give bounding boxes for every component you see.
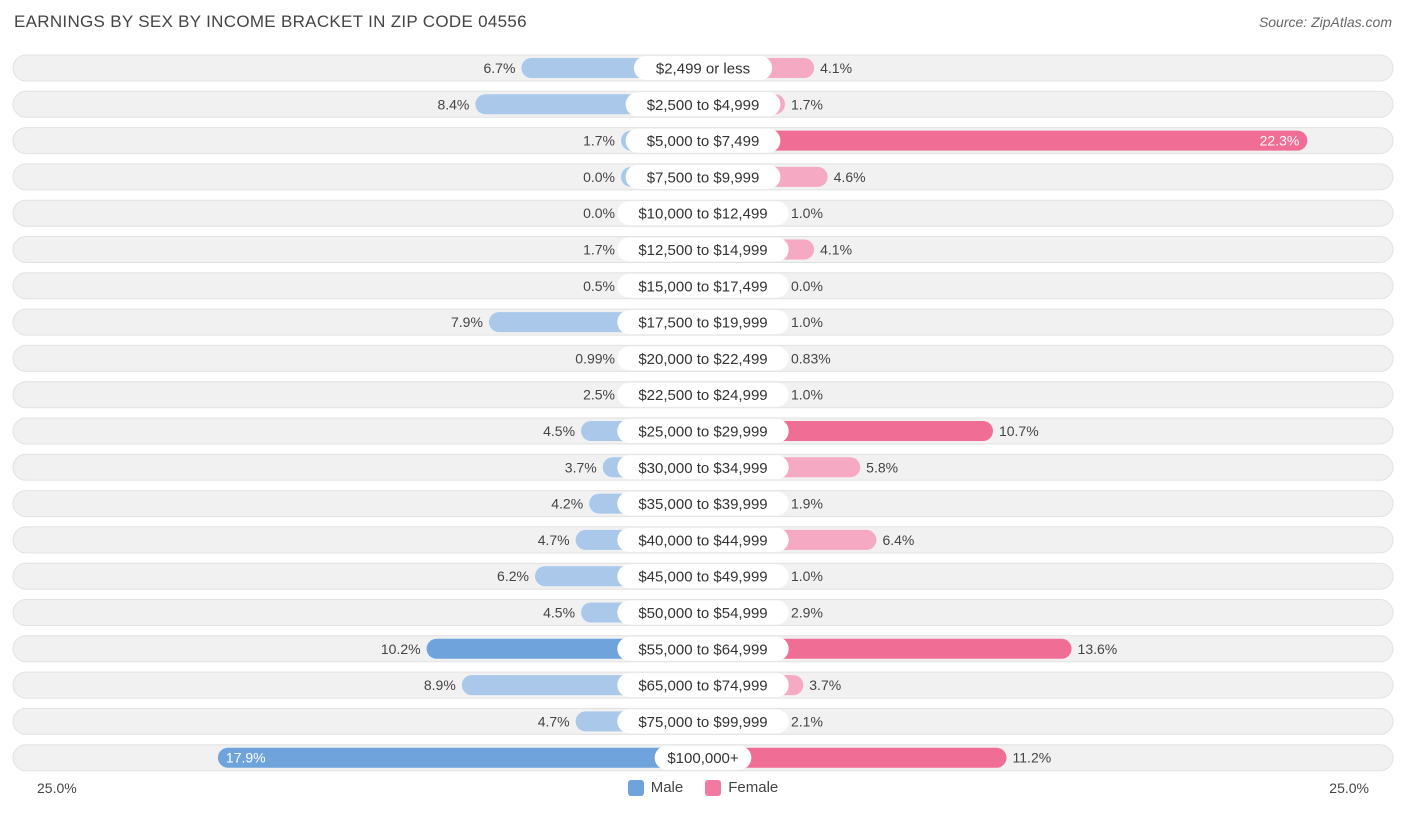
male-value-label: 10.2% [381, 641, 421, 657]
male-value-label: 4.5% [543, 423, 575, 439]
category-label: $75,000 to $99,999 [638, 714, 767, 731]
category-label: $35,000 to $39,999 [638, 496, 767, 513]
male-value-label: 3.7% [565, 459, 597, 475]
legend-swatch-female [705, 779, 722, 796]
male-value-label: 4.2% [551, 496, 583, 512]
female-value-label: 4.1% [820, 60, 852, 76]
legend-item-female[interactable]: Female [705, 779, 778, 796]
female-value-label: 1.0% [791, 387, 823, 403]
female-value-label: 11.2% [1013, 750, 1052, 766]
legend-swatch-male [627, 779, 644, 796]
category-pill [617, 237, 789, 262]
category-pill [617, 527, 789, 552]
female-value-label: 0.83% [791, 350, 831, 366]
axis-right-label: 25.0% [1329, 780, 1369, 796]
male-value-label: 6.7% [484, 60, 516, 76]
male-value-label: 1.7% [583, 242, 615, 258]
female-value-label: 1.9% [791, 496, 823, 512]
legend-label-female: Female [728, 779, 779, 796]
category-label: $55,000 to $64,999 [638, 641, 767, 658]
legend-label-male: Male [650, 779, 684, 796]
female-value-label: 1.0% [791, 205, 823, 221]
category-pill [625, 92, 781, 117]
female-bar [703, 747, 1007, 768]
female-value-label: 0.0% [791, 278, 823, 294]
female-bar [703, 638, 1072, 659]
female-value-label: 6.4% [882, 532, 914, 548]
category-pill [617, 273, 789, 298]
male-value-label: 0.99% [575, 350, 615, 366]
category-label: $17,500 to $19,999 [638, 315, 767, 332]
category-label: $40,000 to $44,999 [638, 532, 767, 549]
category-pill [617, 310, 789, 335]
category-label: $100,000+ [667, 750, 739, 767]
category-pill [654, 745, 752, 770]
female-value-label: 13.6% [1078, 641, 1118, 657]
male-value-label: 4.5% [543, 605, 575, 621]
male-value-label: 17.9% [226, 750, 266, 766]
category-pill [617, 673, 789, 698]
chart-canvas: 6.7% 4.1% $2,499 or less 8.4% 1.7% $2,500 to … [12, 54, 1394, 772]
category-pill [625, 128, 781, 153]
category-label: $2,500 to $4,999 [647, 97, 760, 114]
male-value-label: 8.9% [424, 677, 456, 693]
female-value-label: 5.8% [866, 459, 898, 475]
category-label: $12,500 to $14,999 [638, 242, 767, 259]
category-label: $10,000 to $12,499 [638, 206, 767, 223]
female-value-label: 4.1% [820, 242, 852, 258]
legend-item-male[interactable]: Male [627, 779, 684, 796]
category-pill [617, 491, 789, 516]
category-label: $25,000 to $29,999 [638, 424, 767, 441]
male-value-label: 1.7% [583, 133, 615, 149]
male-value-label: 6.2% [497, 568, 529, 584]
category-pill [617, 346, 789, 371]
male-value-label: 4.7% [538, 532, 570, 548]
female-value-label: 4.6% [834, 169, 866, 185]
female-value-label: 3.7% [809, 677, 841, 693]
category-label: $65,000 to $74,999 [638, 678, 767, 695]
category-label: $50,000 to $54,999 [638, 605, 767, 622]
female-value-label: 2.9% [791, 605, 823, 621]
male-value-label: 0.0% [583, 169, 615, 185]
category-pill [617, 564, 789, 589]
category-label: $2,499 or less [656, 61, 750, 78]
axis-left-label: 25.0% [37, 780, 77, 796]
male-value-label: 0.0% [583, 205, 615, 221]
male-bar [217, 747, 703, 768]
category-pill [617, 419, 789, 443]
category-label: $15,000 to $17,499 [638, 278, 767, 295]
male-value-label: 8.4% [437, 96, 469, 112]
category-label: $20,000 to $22,499 [638, 351, 767, 368]
category-label: $5,000 to $7,499 [647, 133, 760, 150]
female-value-label: 22.3% [1260, 133, 1300, 149]
category-pill [633, 56, 773, 80]
category-pill [617, 709, 789, 734]
category-pill [617, 201, 789, 226]
female-value-label: 2.1% [791, 713, 823, 729]
category-pill [617, 600, 789, 625]
category-pill [617, 455, 789, 480]
female-value-label: 1.7% [791, 96, 823, 112]
male-value-label: 0.5% [583, 278, 615, 294]
male-value-label: 2.5% [583, 387, 615, 403]
category-label: $45,000 to $49,999 [638, 569, 767, 586]
category-label: $30,000 to $34,999 [638, 460, 767, 477]
category-pill [617, 382, 789, 407]
legend: Male Female [0, 779, 1406, 796]
female-value-label: 1.0% [791, 314, 823, 330]
category-pill [625, 164, 781, 189]
category-label: $22,500 to $24,999 [638, 387, 767, 404]
category-pill [617, 636, 789, 661]
male-value-label: 4.7% [538, 713, 570, 729]
chart-title: EARNINGS BY SEX BY INCOME BRACKET IN ZIP… [14, 12, 527, 31]
category-label: $7,500 to $9,999 [647, 169, 760, 186]
female-bar [703, 130, 1308, 151]
female-value-label: 1.0% [791, 568, 823, 584]
female-value-label: 10.7% [999, 423, 1039, 439]
source-label: Source: ZipAtlas.com [1258, 14, 1392, 30]
male-value-label: 7.9% [451, 314, 483, 330]
